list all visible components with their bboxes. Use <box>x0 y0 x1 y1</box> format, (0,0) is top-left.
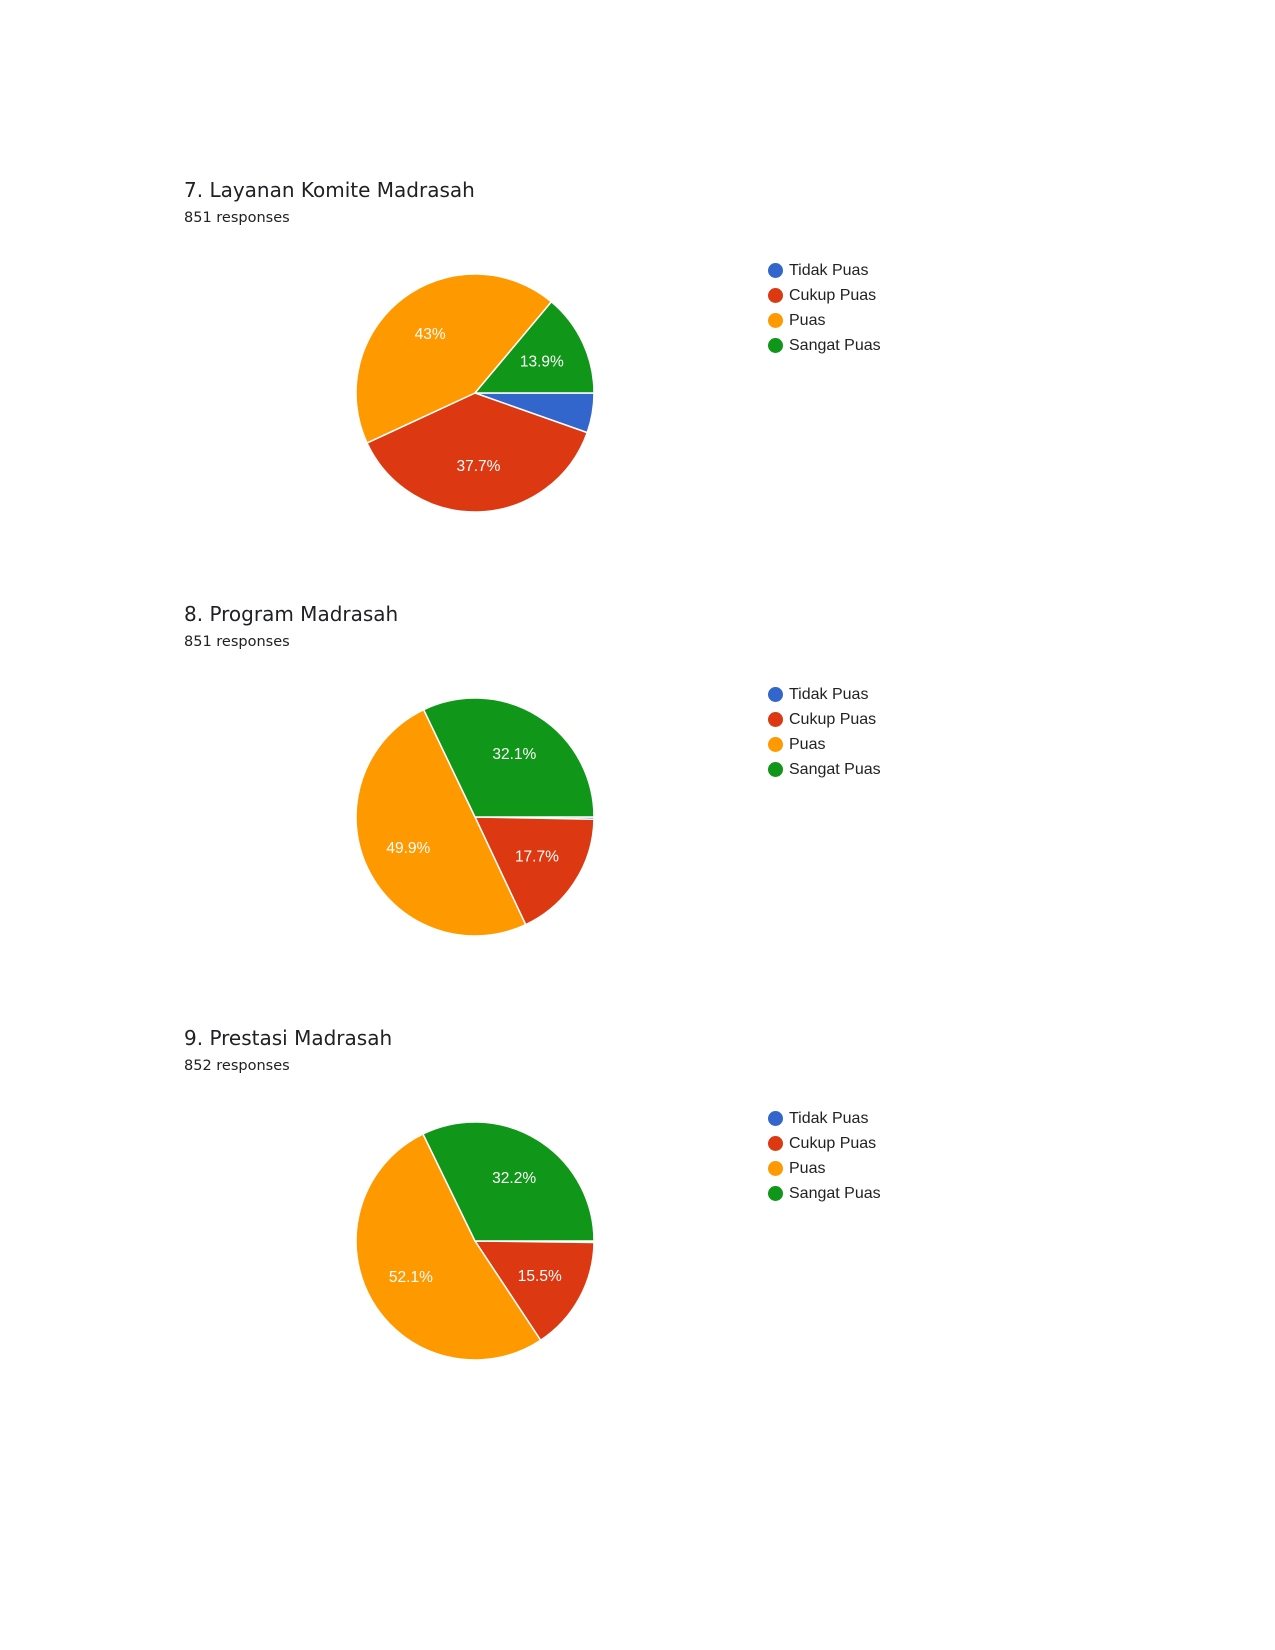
legend-swatch <box>768 737 783 752</box>
pie-slice-sangat-puas <box>473 300 595 394</box>
legend-label: Tidak Puas <box>789 1110 869 1127</box>
legend-label: Sangat Puas <box>789 337 881 354</box>
slice-label-puas: 52.1% <box>389 1269 433 1286</box>
slice-label-sangat-puas: 32.2% <box>492 1170 536 1187</box>
slice-label-puas: 49.9% <box>386 840 430 857</box>
pie-slice-puas <box>355 273 553 444</box>
legend-swatch <box>768 1111 783 1126</box>
slice-label-sangat-puas: 13.9% <box>520 353 564 370</box>
legend-swatch <box>768 712 783 727</box>
chart-title: 9. Prestasi Madrasah <box>184 1026 393 1050</box>
legend-label: Sangat Puas <box>789 761 881 778</box>
legend-label: Tidak Puas <box>789 686 869 703</box>
slice-label-puas: 43% <box>415 326 446 343</box>
slice-label-sangat-puas: 32.1% <box>492 746 536 763</box>
response-count: 851 responses <box>184 634 290 650</box>
pie-slice-cukup-puas <box>473 1240 595 1342</box>
legend-label: Puas <box>789 312 826 329</box>
pie-slice-cukup-puas <box>473 816 595 926</box>
slice-label-cukup-puas: 37.7% <box>456 458 500 475</box>
legend-swatch <box>768 687 783 702</box>
legend-label: Cukup Puas <box>789 1135 877 1152</box>
chart-block-program-madrasah: 8. Program Madrasah 851 responses 17.7% 4… <box>0 602 1275 962</box>
legend-label: Sangat Puas <box>789 1185 881 1202</box>
legend-swatch <box>768 338 783 353</box>
pie-slice-sangat-puas <box>421 1121 595 1242</box>
chart-title: 8. Program Madrasah <box>184 602 399 626</box>
legend-swatch <box>768 313 783 328</box>
legend-label: Cukup Puas <box>789 711 877 728</box>
legend-swatch <box>768 263 783 278</box>
chart-block-layanan-komite: 7. Layanan Komite Madrasah 851 responses… <box>0 178 1275 538</box>
slice-label-cukup-puas: 15.5% <box>518 1268 562 1285</box>
legend-label: Puas <box>789 736 826 753</box>
pie-slice-puas <box>355 1132 542 1361</box>
legend-swatch <box>768 1136 783 1151</box>
legend-swatch <box>768 1186 783 1201</box>
pie-slice-sangat-puas <box>422 697 595 818</box>
pie-chart: 37.7% 43% 13.9% <box>355 273 595 513</box>
legend-swatch <box>768 762 783 777</box>
pie-chart: 17.7% 49.9% 32.1% <box>355 697 595 937</box>
legend-label: Puas <box>789 1160 826 1177</box>
legend-swatch <box>768 1161 783 1176</box>
slice-label-cukup-puas: 17.7% <box>515 849 559 866</box>
chart-title: 7. Layanan Komite Madrasah <box>184 178 475 202</box>
legend-label: Cukup Puas <box>789 287 877 304</box>
pie-slice-puas <box>355 708 527 937</box>
response-count: 851 responses <box>184 210 290 226</box>
pie-chart: 15.5% 52.1% 32.2% <box>355 1121 595 1361</box>
chart-block-prestasi-madrasah: 9. Prestasi Madrasah 852 responses 15.5%… <box>0 1026 1275 1386</box>
legend-label: Tidak Puas <box>789 262 869 279</box>
response-count: 852 responses <box>184 1058 290 1074</box>
legend-swatch <box>768 288 783 303</box>
pie-slice-cukup-puas <box>366 392 589 513</box>
